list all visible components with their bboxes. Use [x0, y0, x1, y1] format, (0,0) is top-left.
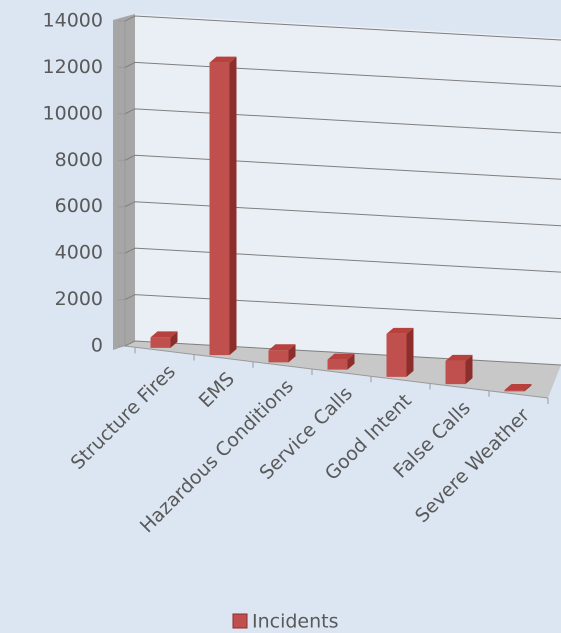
bar-front — [209, 62, 230, 356]
floor-edge — [124, 345, 549, 399]
bar — [445, 354, 473, 385]
bar-front — [504, 389, 525, 392]
grid-line — [124, 340, 561, 366]
bar-top — [504, 383, 532, 390]
bar-front — [445, 360, 466, 385]
bar — [209, 56, 237, 356]
bar-side — [524, 383, 532, 392]
bar-side — [406, 327, 414, 377]
bar-front — [268, 350, 289, 363]
bar-top — [445, 354, 473, 361]
y-tick-label: 8000 — [55, 149, 103, 171]
grid-line — [124, 108, 561, 134]
bar-top — [150, 331, 178, 338]
grid-line — [124, 247, 561, 273]
bar — [150, 331, 178, 348]
y-tick-label: 10000 — [43, 102, 103, 124]
y-tick-label: 4000 — [55, 242, 103, 264]
bar-top — [327, 353, 355, 360]
y-tick-label: 0 — [91, 335, 103, 357]
bar-top — [386, 327, 414, 334]
y-tick-label: 12000 — [43, 56, 103, 78]
bar-front — [386, 333, 407, 377]
bar-top — [268, 344, 296, 351]
grid-line — [124, 61, 561, 87]
bar-side — [288, 344, 296, 363]
bar-front — [327, 359, 348, 370]
legend-swatch — [232, 613, 248, 629]
bar-side — [170, 331, 178, 348]
grid-line — [124, 201, 561, 227]
grid-line — [124, 15, 561, 41]
bar-side — [465, 354, 473, 385]
bar-top — [209, 56, 237, 63]
grid-line — [124, 294, 561, 320]
bar — [327, 353, 355, 370]
y-tick-label: 2000 — [55, 288, 103, 310]
x-tick-label: EMS — [195, 368, 239, 412]
y-tick-label: 6000 — [55, 195, 103, 217]
bar-side — [229, 56, 237, 356]
y-tick-label: 14000 — [43, 10, 103, 32]
x-tick-label: Structure Fires — [67, 361, 180, 474]
bar — [504, 383, 532, 392]
bar-side — [347, 353, 355, 370]
back-wall — [135, 14, 561, 365]
side-wall — [113, 14, 135, 350]
bar-front — [150, 337, 171, 348]
x-tick-label: Severe Weather — [411, 404, 534, 527]
bar — [386, 327, 414, 377]
legend-label: Incidents — [252, 611, 339, 633]
grid-line — [124, 154, 561, 180]
bar — [268, 344, 296, 363]
